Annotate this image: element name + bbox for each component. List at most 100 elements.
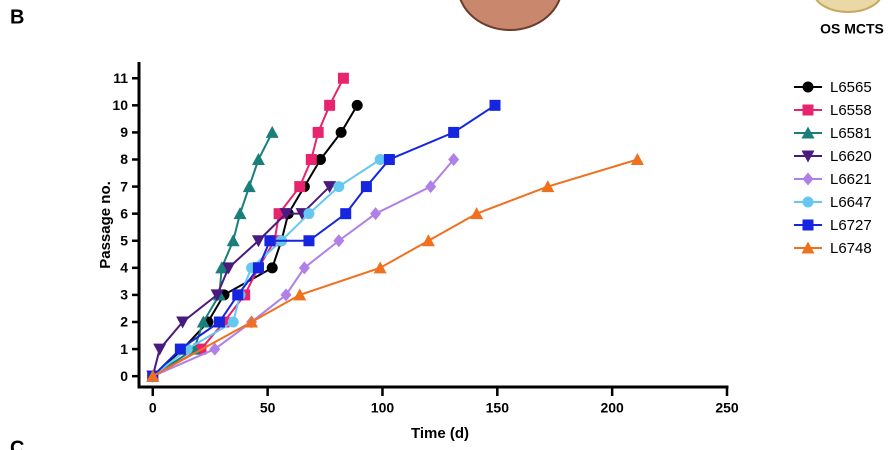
data-point: [233, 207, 247, 220]
data-point: [227, 316, 239, 328]
data-point: [370, 207, 382, 221]
x-tick-label: 0: [149, 400, 157, 416]
data-point: [251, 235, 265, 248]
data-point: [373, 261, 387, 274]
data-point: [226, 234, 240, 247]
data-point: [153, 343, 167, 356]
data-point: [213, 316, 225, 328]
data-point: [273, 208, 285, 220]
legend-marker: [802, 219, 814, 231]
data-point: [280, 288, 292, 302]
series-line: [152, 104, 496, 377]
legend-marker: [801, 150, 815, 163]
data-point: [448, 126, 460, 138]
y-tick-label: 1: [120, 341, 128, 357]
data-point: [337, 72, 349, 84]
legend-label: L6581: [830, 125, 872, 142]
data-point: [312, 126, 324, 138]
legend-label: L6565: [830, 79, 872, 96]
data-point: [209, 342, 221, 356]
y-tick-label: 6: [120, 205, 128, 221]
data-point: [294, 181, 306, 193]
y-tick-label: 2: [120, 314, 128, 330]
data-point: [541, 180, 555, 193]
legend-marker: [802, 104, 814, 116]
series-line: [152, 77, 345, 378]
data-point: [146, 369, 160, 382]
x-tick-label: 250: [715, 400, 739, 416]
y-tick-label: 3: [120, 287, 128, 303]
data-point: [264, 235, 276, 247]
panel-label: C: [10, 437, 24, 450]
data-point: [335, 126, 347, 138]
x-tick-label: 100: [371, 400, 395, 416]
data-point: [425, 180, 437, 194]
data-point: [279, 208, 293, 221]
panel-label: B: [10, 6, 24, 28]
data-point: [176, 316, 190, 329]
data-point: [174, 343, 186, 355]
data-point: [305, 154, 317, 165]
data-point: [324, 99, 336, 111]
data-point: [630, 153, 644, 165]
legend-marker: [802, 172, 814, 186]
y-tick-label: 7: [120, 178, 128, 194]
data-point: [298, 261, 310, 275]
data-point: [242, 180, 256, 193]
series-line: [152, 158, 638, 378]
data-point: [222, 262, 236, 275]
data-point: [333, 181, 345, 193]
inset-image: [815, 0, 881, 13]
legend-label: L6620: [830, 148, 872, 165]
y-tick-label: 5: [120, 232, 128, 248]
legend-label: L6727: [830, 217, 872, 234]
y-tick-label: 0: [120, 368, 128, 384]
data-point: [448, 153, 460, 166]
x-tick-label: 50: [260, 400, 276, 416]
data-point: [351, 99, 363, 111]
data-point: [251, 153, 265, 165]
series-line: [152, 131, 274, 378]
legend-label: L6558: [830, 102, 872, 119]
data-point: [489, 99, 501, 111]
legend-label: L6647: [830, 194, 872, 211]
data-point: [303, 235, 315, 247]
data-point: [470, 207, 484, 220]
data-point: [374, 154, 386, 165]
y-axis-title: Passage no.: [97, 181, 114, 269]
legend-marker: [801, 126, 815, 139]
data-point: [252, 262, 264, 274]
data-point: [266, 262, 278, 274]
spheroid-image: [459, 0, 561, 31]
data-point: [210, 289, 224, 302]
data-point: [245, 315, 259, 328]
data-point: [314, 154, 326, 165]
y-tick-label: 11: [113, 70, 128, 86]
legend-marker: [801, 241, 815, 254]
data-point: [360, 181, 372, 193]
legend-label: L6621: [830, 171, 872, 188]
data-point: [232, 289, 244, 301]
data-point: [215, 261, 229, 274]
y-tick-label: 10: [112, 97, 128, 113]
data-point: [333, 234, 345, 248]
y-tick-label: 4: [120, 260, 128, 276]
data-point: [265, 125, 279, 138]
x-axis-title: Time (d): [411, 425, 469, 442]
legend-marker: [802, 196, 814, 208]
y-tick-label: 8: [120, 151, 128, 167]
y-tick-label: 9: [120, 124, 128, 140]
legend-label: L6748: [830, 240, 872, 257]
data-point: [421, 234, 435, 247]
x-tick-label: 200: [600, 400, 624, 416]
data-point: [303, 208, 315, 220]
data-point: [340, 208, 352, 220]
data-point: [196, 315, 210, 328]
inset-label: OS MCTS: [820, 21, 884, 37]
legend-marker: [802, 81, 814, 93]
data-point: [323, 181, 337, 194]
x-tick-label: 150: [486, 400, 510, 416]
data-point: [293, 288, 307, 301]
